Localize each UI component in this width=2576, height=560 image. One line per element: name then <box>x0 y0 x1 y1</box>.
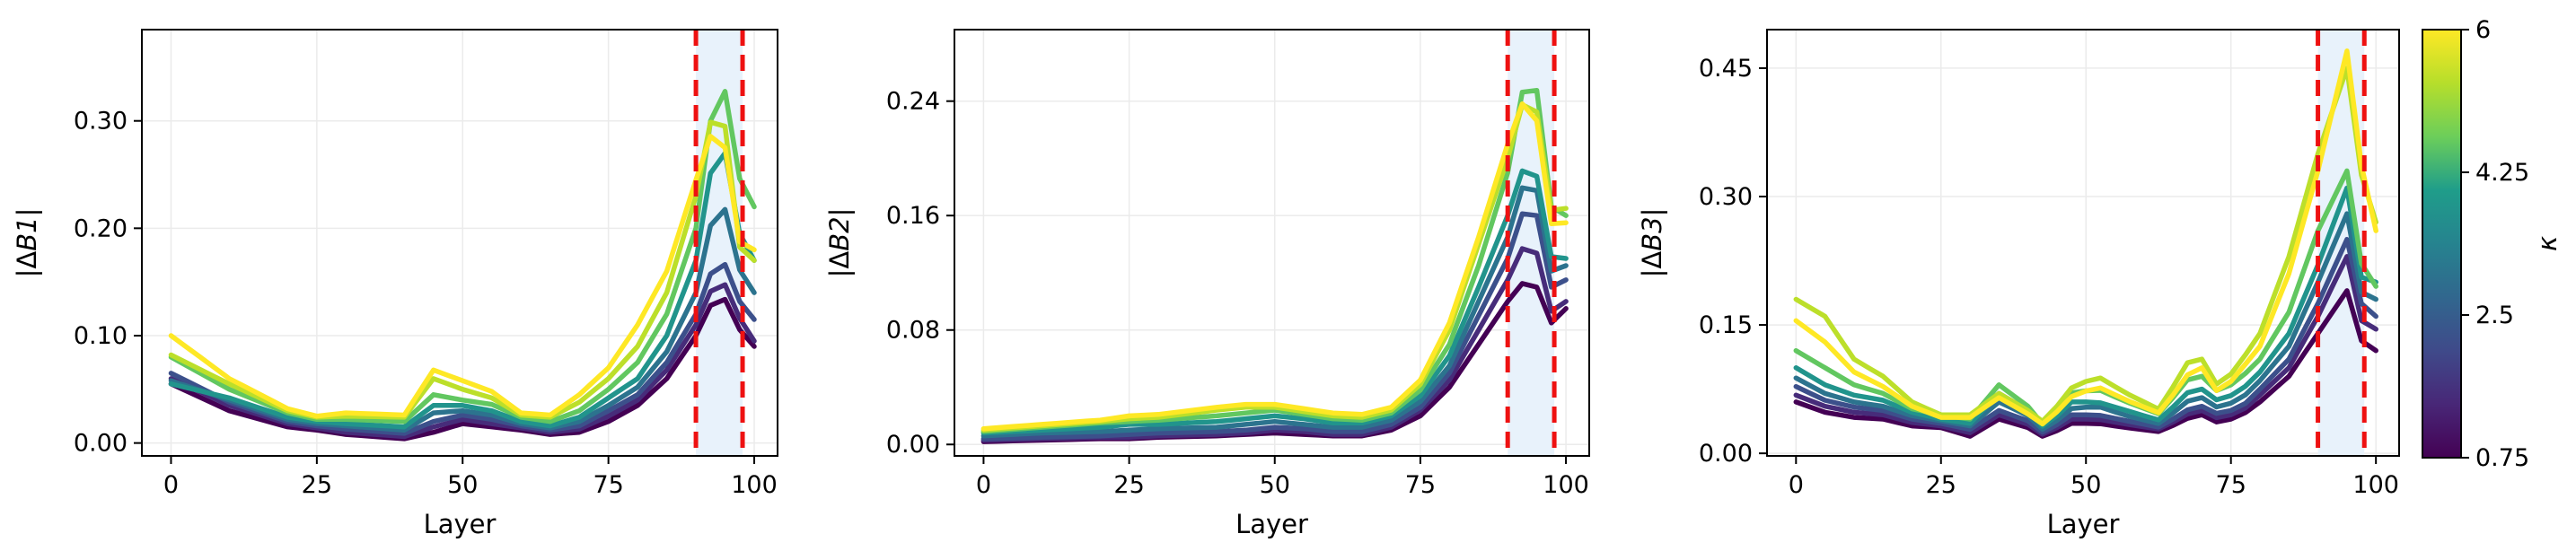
series-line-4 <box>980 168 1569 436</box>
y-tick-label: 0.16 <box>886 202 940 230</box>
chart-panel-b1: 0 25 50 75 100 0.00 0.10 0.20 0.30 Layer |ΔB1| <box>12 29 778 539</box>
y-tick-label: 0.15 <box>1699 311 1753 339</box>
y-tick-label: 0.08 <box>886 317 940 345</box>
series-line-4 <box>168 150 757 430</box>
series-line-5 <box>168 89 757 424</box>
plot-frame <box>954 29 1590 457</box>
x-tick-label: 50 <box>1260 471 1290 499</box>
x-tick-label: 25 <box>302 471 332 499</box>
series-lines <box>1793 48 2378 439</box>
x-tick-label: 100 <box>731 471 778 499</box>
series-line-6 <box>168 119 757 420</box>
series-lines <box>168 89 757 442</box>
grid <box>142 30 778 456</box>
series-line-7 <box>1793 48 2378 427</box>
colorbar-tick-label: 0.75 <box>2475 444 2529 472</box>
x-tick-label: 75 <box>1405 471 1436 499</box>
colorbar-scale <box>2422 29 2462 459</box>
x-tick-label: 75 <box>593 471 623 499</box>
chart-panel-b2: 0 25 50 75 100 0.00 0.08 0.16 0.24 Layer |ΔB2| <box>824 29 1590 539</box>
x-axis-label: Layer <box>1235 509 1308 539</box>
plot-frame <box>141 29 778 457</box>
axis-ticks: 0 25 50 75 100 0.00 0.15 0.30 0.45 <box>1699 55 2399 499</box>
y-axis-label: |ΔB2| <box>824 208 855 278</box>
y-tick-label: 0.00 <box>886 431 940 459</box>
axis-ticks: 0 25 50 75 100 0.00 0.08 0.16 0.24 <box>886 88 1589 499</box>
y-axis-label: |ΔB1| <box>12 208 42 278</box>
x-tick-label: 100 <box>2352 471 2399 499</box>
x-tick-label: 0 <box>163 471 179 499</box>
y-tick-label: 0.45 <box>1699 55 1753 83</box>
x-tick-label: 0 <box>976 471 991 499</box>
y-tick-label: 0.20 <box>74 214 127 242</box>
axis-ticks: 0 25 50 75 100 0.00 0.10 0.20 0.30 <box>74 108 778 499</box>
series-line-2 <box>980 211 1569 442</box>
x-tick-label: 100 <box>1543 471 1589 499</box>
y-tick-label: 0.00 <box>1699 440 1753 468</box>
x-tick-label: 25 <box>1926 471 1956 499</box>
y-tick-label: 0.24 <box>886 88 940 116</box>
colorbar-ticks: 0.75 2.5 4.25 6 <box>2461 16 2529 472</box>
series-line-7 <box>980 101 1569 432</box>
series-line-7 <box>168 134 757 419</box>
series-line-0 <box>168 296 757 442</box>
y-axis-label: |ΔB3| <box>1637 208 1667 278</box>
x-axis-label: Layer <box>2047 509 2120 539</box>
colorbar-label: κ <box>2532 236 2563 251</box>
y-tick-label: 0.30 <box>74 108 127 136</box>
y-axis-label-symbol: B2 <box>824 216 855 250</box>
colorbar: 0.75 2.5 4.25 6 κ <box>2422 16 2563 472</box>
series-line-6 <box>1793 66 2378 424</box>
series-lines <box>980 87 1569 444</box>
plot-area: 0 25 50 75 100 0.00 0.15 0.30 0.45 <box>1699 29 2400 499</box>
colorbar-tick-label: 4.25 <box>2475 159 2529 187</box>
series-line-3 <box>1793 211 2378 433</box>
x-tick-label: 0 <box>1789 471 1804 499</box>
y-tick-label: 0.00 <box>74 430 127 458</box>
y-tick-label: 0.30 <box>1699 183 1753 211</box>
y-axis-label-symbol: B1 <box>12 216 42 250</box>
x-tick-label: 50 <box>2070 471 2101 499</box>
series-line-3 <box>980 185 1569 439</box>
series-line-2 <box>1793 236 2378 435</box>
series-line-1 <box>1793 254 2378 437</box>
y-axis-label-symbol: B3 <box>1637 216 1667 250</box>
series-line-0 <box>1793 288 2378 439</box>
chart-panel-b3: 0 25 50 75 100 0.00 0.15 0.30 0.45 Layer |ΔB3| <box>1637 29 2400 539</box>
x-tick-label: 50 <box>447 471 478 499</box>
plot-area: 0 25 50 75 100 0.00 0.10 0.20 0.30 <box>74 29 778 499</box>
y-tick-label: 0.10 <box>74 322 127 350</box>
colorbar-tick-label: 2.5 <box>2475 302 2514 329</box>
plot-area: 0 25 50 75 100 0.00 0.08 0.16 0.24 <box>886 29 1590 499</box>
x-axis-label: Layer <box>424 509 497 539</box>
x-tick-label: 25 <box>1113 471 1144 499</box>
x-tick-label: 75 <box>2216 471 2246 499</box>
series-line-4 <box>1793 185 2378 429</box>
plot-frame <box>1766 29 2400 457</box>
colorbar-tick-label: 6 <box>2475 16 2491 44</box>
